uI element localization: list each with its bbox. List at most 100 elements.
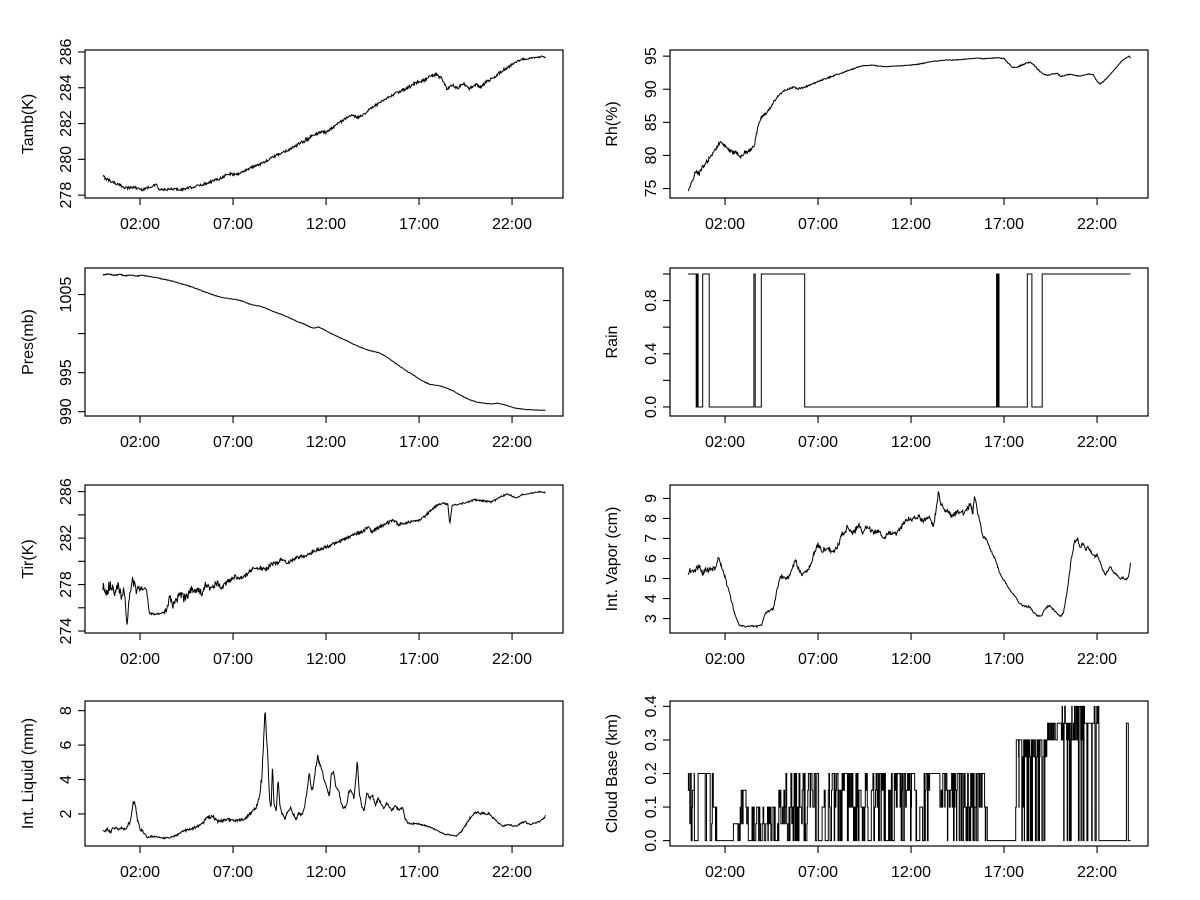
x-tick-label: 22:00 <box>1077 864 1117 881</box>
series-rh <box>687 55 1131 192</box>
plot-box <box>84 49 564 199</box>
y-tick-label: 0.0 <box>643 396 660 418</box>
y-axis-title: Rain <box>604 326 621 359</box>
x-tick-label: 12:00 <box>306 864 346 881</box>
x-tick-label: 02:00 <box>705 434 745 451</box>
y-tick-label: 5 <box>643 574 660 583</box>
x-tick-label: 17:00 <box>984 651 1024 668</box>
plot-box <box>84 700 564 847</box>
x-tick-label: 22:00 <box>492 434 532 451</box>
y-tick-label: 278 <box>58 571 75 598</box>
y-tick-label: 278 <box>58 182 75 209</box>
y-tick-label: 274 <box>58 618 75 645</box>
x-tick-label: 17:00 <box>984 864 1024 881</box>
series-rain <box>687 273 1131 408</box>
series-pres <box>102 273 546 411</box>
y-tick-label: 0.1 <box>643 796 660 818</box>
x-tick-label: 22:00 <box>492 216 532 233</box>
x-tick-label: 17:00 <box>399 651 439 668</box>
x-tick-label: 12:00 <box>891 216 931 233</box>
panel-rh: 02:00 07:00 12:00 17:00 22:00 75 80 85 90 95 Rh(%) <box>604 47 1149 233</box>
series-tir <box>102 490 546 625</box>
y-tick-label: 995 <box>58 359 75 386</box>
plot-box <box>84 267 564 417</box>
y-tick-label: 3 <box>643 614 660 623</box>
y-tick-label: 6 <box>643 554 660 563</box>
x-tick-label: 12:00 <box>306 651 346 668</box>
y-axis-title: Int. Liquid (mm) <box>20 718 37 829</box>
x-tick-label: 12:00 <box>891 651 931 668</box>
x-tick-label: 22:00 <box>1077 434 1117 451</box>
x-tick-label: 07:00 <box>213 216 253 233</box>
y-tick-label: 90 <box>643 80 660 98</box>
x-tick-label: 12:00 <box>891 434 931 451</box>
plot-box <box>669 267 1149 417</box>
y-tick-label: 286 <box>58 478 75 505</box>
y-tick-label: 7 <box>643 534 660 543</box>
x-tick-label: 02:00 <box>120 216 160 233</box>
x-tick-label: 17:00 <box>399 216 439 233</box>
y-tick-label: 4 <box>58 775 75 784</box>
x-tick-label: 07:00 <box>213 434 253 451</box>
y-tick-label: 8 <box>58 706 75 715</box>
y-tick-label: 6 <box>58 741 75 750</box>
x-tick-label: 22:00 <box>492 651 532 668</box>
x-tick-label: 02:00 <box>120 434 160 451</box>
x-tick-label: 17:00 <box>399 434 439 451</box>
y-tick-label: 75 <box>643 180 660 198</box>
panel-cloud: 02:00 07:00 12:00 17:00 22:00 0.0 0.1 0.2 0.3 0.4… <box>604 695 1149 881</box>
series-vapor <box>687 491 1131 629</box>
plot-box <box>669 484 1149 634</box>
y-tick-label: 4 <box>643 594 660 603</box>
x-tick-label: 12:00 <box>306 434 346 451</box>
y-tick-label: 0.4 <box>643 343 660 365</box>
panel-tamb: 02:00 07:00 12:00 17:00 22:00 278 280 282 284 286… <box>20 39 564 233</box>
y-axis-title: Int. Vapor (cm) <box>604 507 621 612</box>
panel-liquid: 02:00 07:00 12:00 17:00 22:00 2 4 6 8 Int. Liquid… <box>20 700 564 881</box>
y-axis-title: Tamb(K) <box>20 94 37 154</box>
y-tick-label: 0.8 <box>643 289 660 311</box>
x-tick-label: 07:00 <box>798 434 838 451</box>
series-liquid <box>102 711 546 840</box>
y-tick-label: 2 <box>58 809 75 818</box>
y-tick-label: 282 <box>58 525 75 552</box>
y-tick-label: 0.0 <box>643 829 660 851</box>
y-tick-label: 8 <box>643 514 660 523</box>
y-tick-label: 80 <box>643 146 660 164</box>
x-tick-label: 02:00 <box>705 864 745 881</box>
y-tick-label: 9 <box>643 494 660 503</box>
x-tick-label: 17:00 <box>984 434 1024 451</box>
panel-vapor: 02:00 07:00 12:00 17:00 22:00 3 4 5 6 7 8 9 Int. Vap… <box>604 484 1149 668</box>
x-tick-label: 12:00 <box>891 864 931 881</box>
y-tick-label: 0.2 <box>643 762 660 784</box>
x-tick-label: 07:00 <box>798 216 838 233</box>
series-cloud <box>687 705 1131 842</box>
x-tick-label: 22:00 <box>492 864 532 881</box>
y-axis-title: Cloud Base (km) <box>604 714 621 833</box>
x-tick-label: 07:00 <box>798 864 838 881</box>
y-axis-title: Pres(mb) <box>20 309 37 375</box>
x-tick-label: 07:00 <box>798 651 838 668</box>
x-tick-label: 07:00 <box>213 864 253 881</box>
panel-tir: 02:00 07:00 12:00 17:00 22:00 274 278 282 286 Tir… <box>20 478 564 668</box>
x-tick-label: 02:00 <box>705 216 745 233</box>
y-tick-label: 1005 <box>58 277 75 313</box>
series-tamb <box>102 55 546 192</box>
y-tick-label: 0.3 <box>643 729 660 751</box>
y-axis-title: Rh(%) <box>604 101 621 146</box>
x-tick-label: 07:00 <box>213 651 253 668</box>
panel-pres: 02:00 07:00 12:00 17:00 22:00 990 995 1005 Pres(… <box>20 267 564 451</box>
y-tick-label: 0.4 <box>643 695 660 717</box>
x-tick-label: 02:00 <box>705 651 745 668</box>
y-tick-label: 95 <box>643 47 660 65</box>
y-tick-label: 990 <box>58 398 75 425</box>
plot-box <box>84 484 564 634</box>
y-tick-label: 286 <box>58 39 75 66</box>
x-tick-label: 22:00 <box>1077 651 1117 668</box>
y-axis-title: Tir(K) <box>20 539 37 578</box>
panel-rain: 02:00 07:00 12:00 17:00 22:00 0.0 0.4 0.8 Rain <box>604 267 1149 451</box>
y-tick-label: 85 <box>643 113 660 131</box>
x-tick-label: 02:00 <box>120 864 160 881</box>
